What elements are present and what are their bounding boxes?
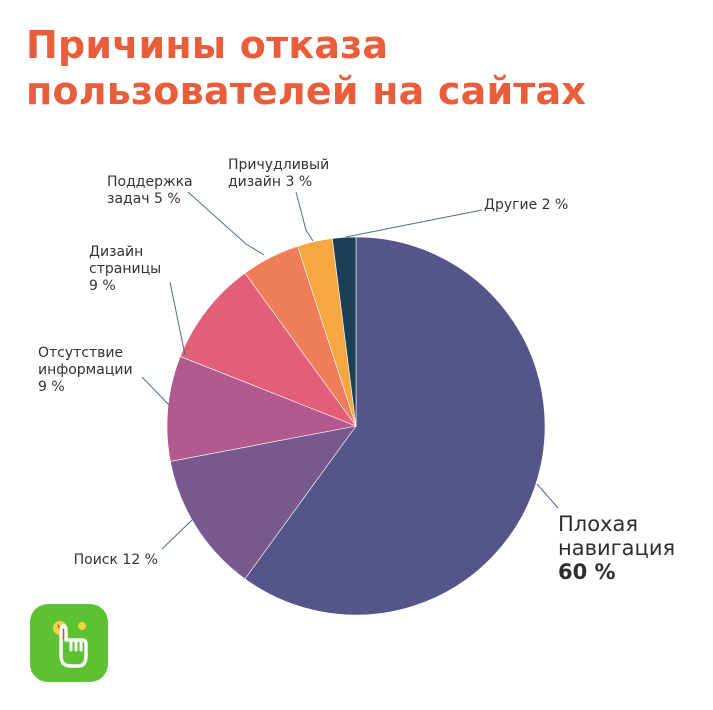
slice-label-line: Поиск 12 % xyxy=(74,552,158,568)
slice-label-line: 9 % xyxy=(89,278,116,294)
leader-line-nav xyxy=(536,483,559,509)
slice-label-line: 9 % xyxy=(38,379,65,395)
slice-labels: Плохая навигация 60 % Поиск 12 % Отсутствие и… xyxy=(38,157,675,584)
slice-label-info: Отсутствие информации 9 % xyxy=(38,345,133,395)
slice-label-line: информации xyxy=(38,362,133,378)
slice-label-line: Другие 2 % xyxy=(484,197,568,213)
leader-line-info xyxy=(141,376,171,407)
leader-lines xyxy=(141,191,559,550)
slice-label-support: Поддержка задач 5 % xyxy=(107,174,193,207)
slice-label-fancy: Причудливый дизайн 3 % xyxy=(228,157,329,190)
slice-label-line: задач 5 % xyxy=(107,191,181,207)
leader-line-search xyxy=(161,517,195,550)
slice-label-line: Дизайн xyxy=(89,244,143,260)
pie-slice-nav xyxy=(244,236,546,616)
slice-label-nav: Плохая навигация 60 % xyxy=(558,512,675,584)
leader-line-support xyxy=(187,191,265,256)
slice-label-line: навигация xyxy=(558,536,675,560)
slice-label-search: Поиск 12 % xyxy=(74,552,158,568)
leader-line-other xyxy=(345,209,483,238)
pie-slices xyxy=(166,236,546,616)
pie-slice-other xyxy=(331,236,357,427)
title-line-2: пользователей на сайтах xyxy=(26,69,587,113)
pie-slice-search xyxy=(169,425,357,580)
slice-label-other: Другие 2 % xyxy=(484,197,568,213)
slice-value-label: 60 % xyxy=(558,560,616,584)
brand-logo xyxy=(30,604,108,682)
leader-line-fancy xyxy=(295,191,314,242)
pie-slice-design xyxy=(179,272,357,427)
slice-label-line: страницы xyxy=(89,261,161,277)
slice-label-design: Дизайн страницы 9 % xyxy=(89,244,161,294)
pointing-hand-icon xyxy=(53,621,88,668)
slice-label-line: Плохая xyxy=(558,512,638,536)
slice-label-line: Поддержка xyxy=(107,174,193,190)
slice-label-line: дизайн 3 % xyxy=(228,174,312,190)
slice-label-line: Отсутствие xyxy=(38,345,123,361)
pie-slice-info xyxy=(166,356,358,462)
page-title: Причины отказа пользователей на сайтах xyxy=(26,22,586,114)
slice-label-line: Причудливый xyxy=(228,157,329,173)
title-line-1: Причины отказа xyxy=(26,23,389,67)
leader-line-design xyxy=(169,281,186,356)
